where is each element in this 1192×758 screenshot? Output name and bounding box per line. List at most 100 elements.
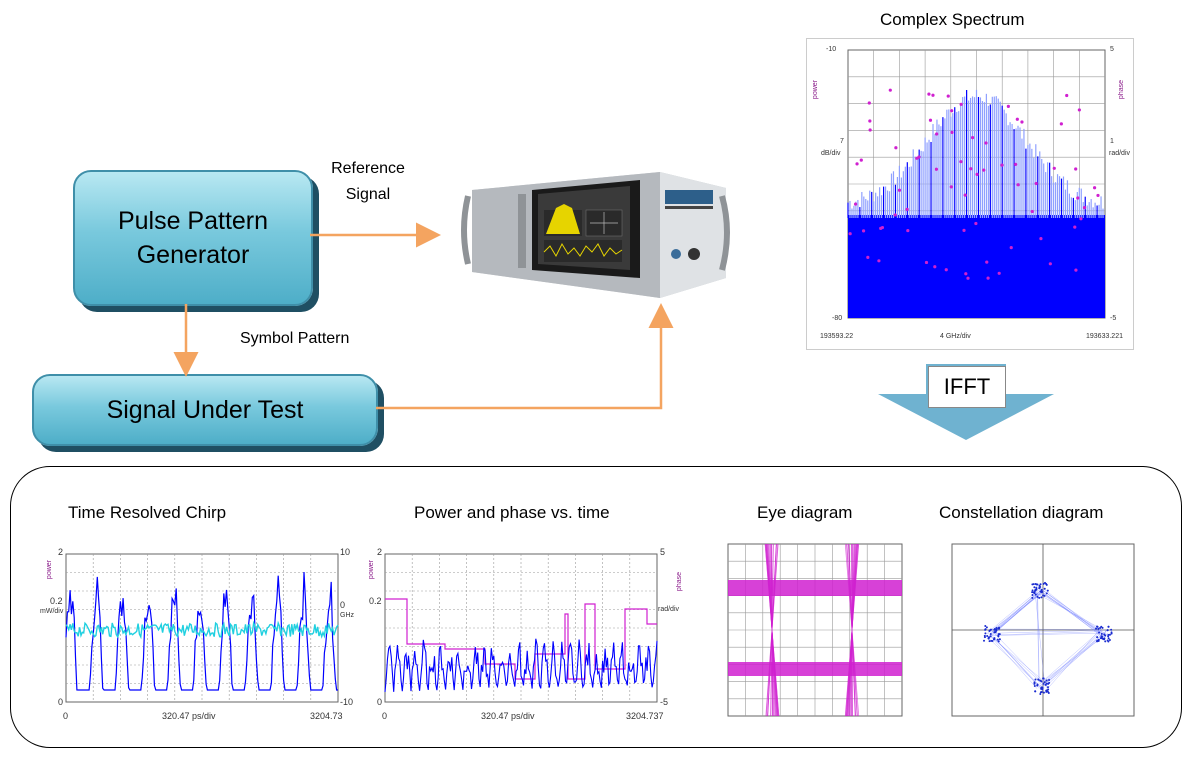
- symbol-point: [1038, 584, 1041, 587]
- transition-line: [992, 636, 1041, 688]
- phase-point: [1020, 120, 1024, 124]
- symbol-point: [1103, 633, 1106, 636]
- phase-trace: [385, 598, 657, 680]
- phase-point: [905, 207, 909, 211]
- symbol-point: [986, 635, 989, 638]
- spectrum-y2-mid: 1: [1110, 138, 1114, 145]
- symbol-point: [984, 625, 987, 628]
- symbol-point: [1037, 678, 1040, 681]
- phase-point: [985, 260, 989, 264]
- transition-line: [995, 592, 1037, 631]
- chirp-y-bottom: 0: [58, 697, 64, 707]
- phase-point: [1034, 181, 1038, 186]
- spectrum-y-bottom: -80: [832, 315, 843, 322]
- symbol-point: [1042, 682, 1045, 685]
- symbol-point: [1043, 587, 1046, 590]
- phase-point: [877, 259, 881, 263]
- phase-point: [927, 92, 931, 96]
- chirp-title: Time Resolved Chirp: [68, 503, 227, 522]
- transition-line: [994, 631, 1101, 636]
- symbol-point: [1108, 633, 1111, 636]
- signal-under-test-label: Signal Under Test: [106, 396, 304, 424]
- transition-line: [1034, 592, 1045, 682]
- symbol-point: [1100, 635, 1103, 638]
- symbol-point: [1045, 679, 1048, 682]
- symbol-point: [983, 639, 986, 642]
- phase-point: [1073, 225, 1077, 229]
- eye-crossing: [764, 543, 780, 717]
- symbol-point: [1096, 639, 1099, 642]
- phase-point: [1014, 162, 1018, 166]
- symbol-point: [1042, 594, 1045, 597]
- chirp-y-unit: mW/div: [40, 608, 64, 615]
- transition-line: [993, 629, 1103, 634]
- phase-point: [1079, 217, 1083, 221]
- symbol-point: [1039, 692, 1042, 695]
- symbol-point: [1032, 583, 1035, 586]
- symbol-point: [1107, 635, 1110, 638]
- symbol-point: [1100, 636, 1103, 639]
- symbol-point: [1045, 592, 1048, 595]
- phase-point: [906, 228, 910, 233]
- phase-point: [934, 167, 939, 171]
- transition-line: [1036, 585, 1040, 683]
- spectrum-y-unit: dB/div: [821, 150, 841, 157]
- phase-point: [880, 225, 885, 230]
- phase-point: [893, 213, 897, 217]
- pulse-pattern-generator-label: Pulse Pattern Generator: [117, 207, 269, 269]
- phase-point: [969, 167, 973, 171]
- transition-line: [1046, 635, 1102, 687]
- phase-point: [970, 136, 975, 140]
- transition-line: [990, 589, 1042, 634]
- pp-x-center: 320.47 ps/div: [481, 711, 535, 721]
- phase-point: [935, 132, 939, 136]
- signal-under-test-block: Signal Under Test: [32, 374, 378, 446]
- phase-point: [1096, 193, 1100, 198]
- symbol-point: [997, 633, 1000, 636]
- symbol-point: [995, 627, 998, 630]
- symbol-pattern-label: Symbol Pattern: [240, 330, 350, 347]
- symbol-point: [990, 639, 993, 642]
- ifft-label-box: IFFT: [928, 366, 1006, 408]
- phase-point: [1074, 167, 1078, 171]
- phase-point: [1076, 196, 1080, 200]
- eye-title: Eye diagram: [757, 503, 853, 522]
- symbol-point: [1034, 690, 1037, 693]
- power-trace: [384, 638, 658, 693]
- phase-point: [1009, 246, 1013, 250]
- transition-line: [1042, 630, 1108, 687]
- phase-point: [1059, 122, 1063, 126]
- reference-signal-label: Reference Signal: [331, 160, 405, 203]
- phase-point: [1077, 108, 1081, 112]
- transition-line: [990, 632, 1100, 636]
- transition-line: [1039, 632, 1103, 687]
- pp-y-bottom: 0: [377, 697, 383, 707]
- pp-y-top: 2: [377, 547, 383, 557]
- pulse-pattern-generator-block: Pulse Pattern Generator: [73, 170, 313, 306]
- spectrum-x-right: 193633.221: [1086, 333, 1123, 340]
- symbol-point: [1040, 686, 1043, 689]
- phase-point: [1082, 206, 1087, 210]
- symbol-point: [1096, 636, 1099, 639]
- symbol-point: [1044, 683, 1047, 686]
- phase-point: [950, 130, 954, 135]
- symbol-point: [985, 626, 988, 629]
- symbol-point: [1042, 677, 1045, 680]
- phase-point: [867, 101, 871, 105]
- symbol-point: [1033, 591, 1036, 594]
- symbol-point: [1039, 583, 1042, 586]
- phase-point: [946, 94, 950, 98]
- chirp-trace: [65, 620, 339, 640]
- pp-power-axis-label: power: [368, 560, 375, 580]
- chirp-y2-top: 10: [340, 547, 351, 557]
- spectrum-y2-bottom: -5: [1110, 315, 1117, 322]
- phase-point: [966, 276, 970, 280]
- symbol-point: [1095, 627, 1098, 630]
- symbol-point: [1031, 593, 1034, 596]
- results-container: [10, 466, 1182, 748]
- symbol-point: [1039, 679, 1042, 682]
- symbol-point: [984, 632, 987, 635]
- analyzer-instrument-icon: [461, 172, 730, 298]
- phase-point: [1000, 163, 1004, 167]
- symbol-point: [1043, 581, 1046, 584]
